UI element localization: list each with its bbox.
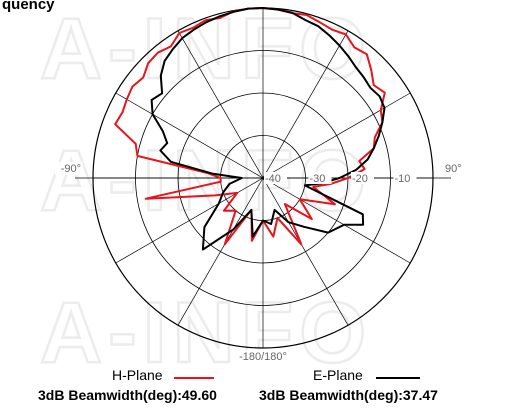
watermark-text-1: A-INFO: [40, 1, 372, 97]
series-line-e-plane: [150, 7, 386, 251]
legend-line-h-plane: [174, 377, 214, 379]
angle-label-bg-90: [444, 162, 466, 175]
ring-label-bg-3: [393, 172, 417, 184]
grid-spoke-150: [262, 177, 349, 326]
angle-label-bg--90: [55, 162, 83, 175]
grid-spoke-300: [115, 92, 264, 179]
ring-label-bg-1: [308, 172, 332, 184]
chart-title-fragment: quency: [2, 0, 55, 13]
ring-label--20: -20: [352, 173, 368, 185]
legend-label-h-plane: H-Plane: [112, 367, 163, 383]
grid-spoke-210: [177, 177, 264, 326]
legend-line-e-plane: [376, 377, 420, 379]
grid-spoke-60: [262, 92, 411, 179]
series-layer: [114, 7, 386, 251]
polar-grid: [75, 7, 451, 349]
e-plane-beamwidth: 3dB Beamwidth(deg):37.47: [259, 387, 438, 403]
grid-spoke-240: [115, 177, 264, 264]
watermark-text-3: A-INFO: [40, 285, 372, 381]
h-plane-beamwidth: 3dB Beamwidth(deg):49.60: [38, 387, 217, 403]
angle-label-90: 90°: [445, 163, 462, 175]
ring-label-bg-0: [264, 172, 287, 184]
grid-spoke-30: [262, 30, 349, 179]
ring-label--40: -40: [265, 173, 281, 185]
angle-label-180: -180/180°: [239, 351, 287, 363]
ring-label--10: -10: [395, 173, 411, 185]
grid-spoke-330: [177, 30, 264, 179]
legend-label-e-plane: E-Plane: [313, 367, 363, 383]
angle-label-bg-180: [233, 350, 295, 363]
ring-label--30: -30: [310, 173, 326, 185]
ring-label-bg-2: [351, 172, 374, 184]
angle-label--90: -90°: [61, 163, 81, 175]
axis-labels: -40 -30 -20 -10 -90° 90° -180/180°: [55, 162, 466, 363]
grid-spoke-120: [262, 177, 411, 264]
